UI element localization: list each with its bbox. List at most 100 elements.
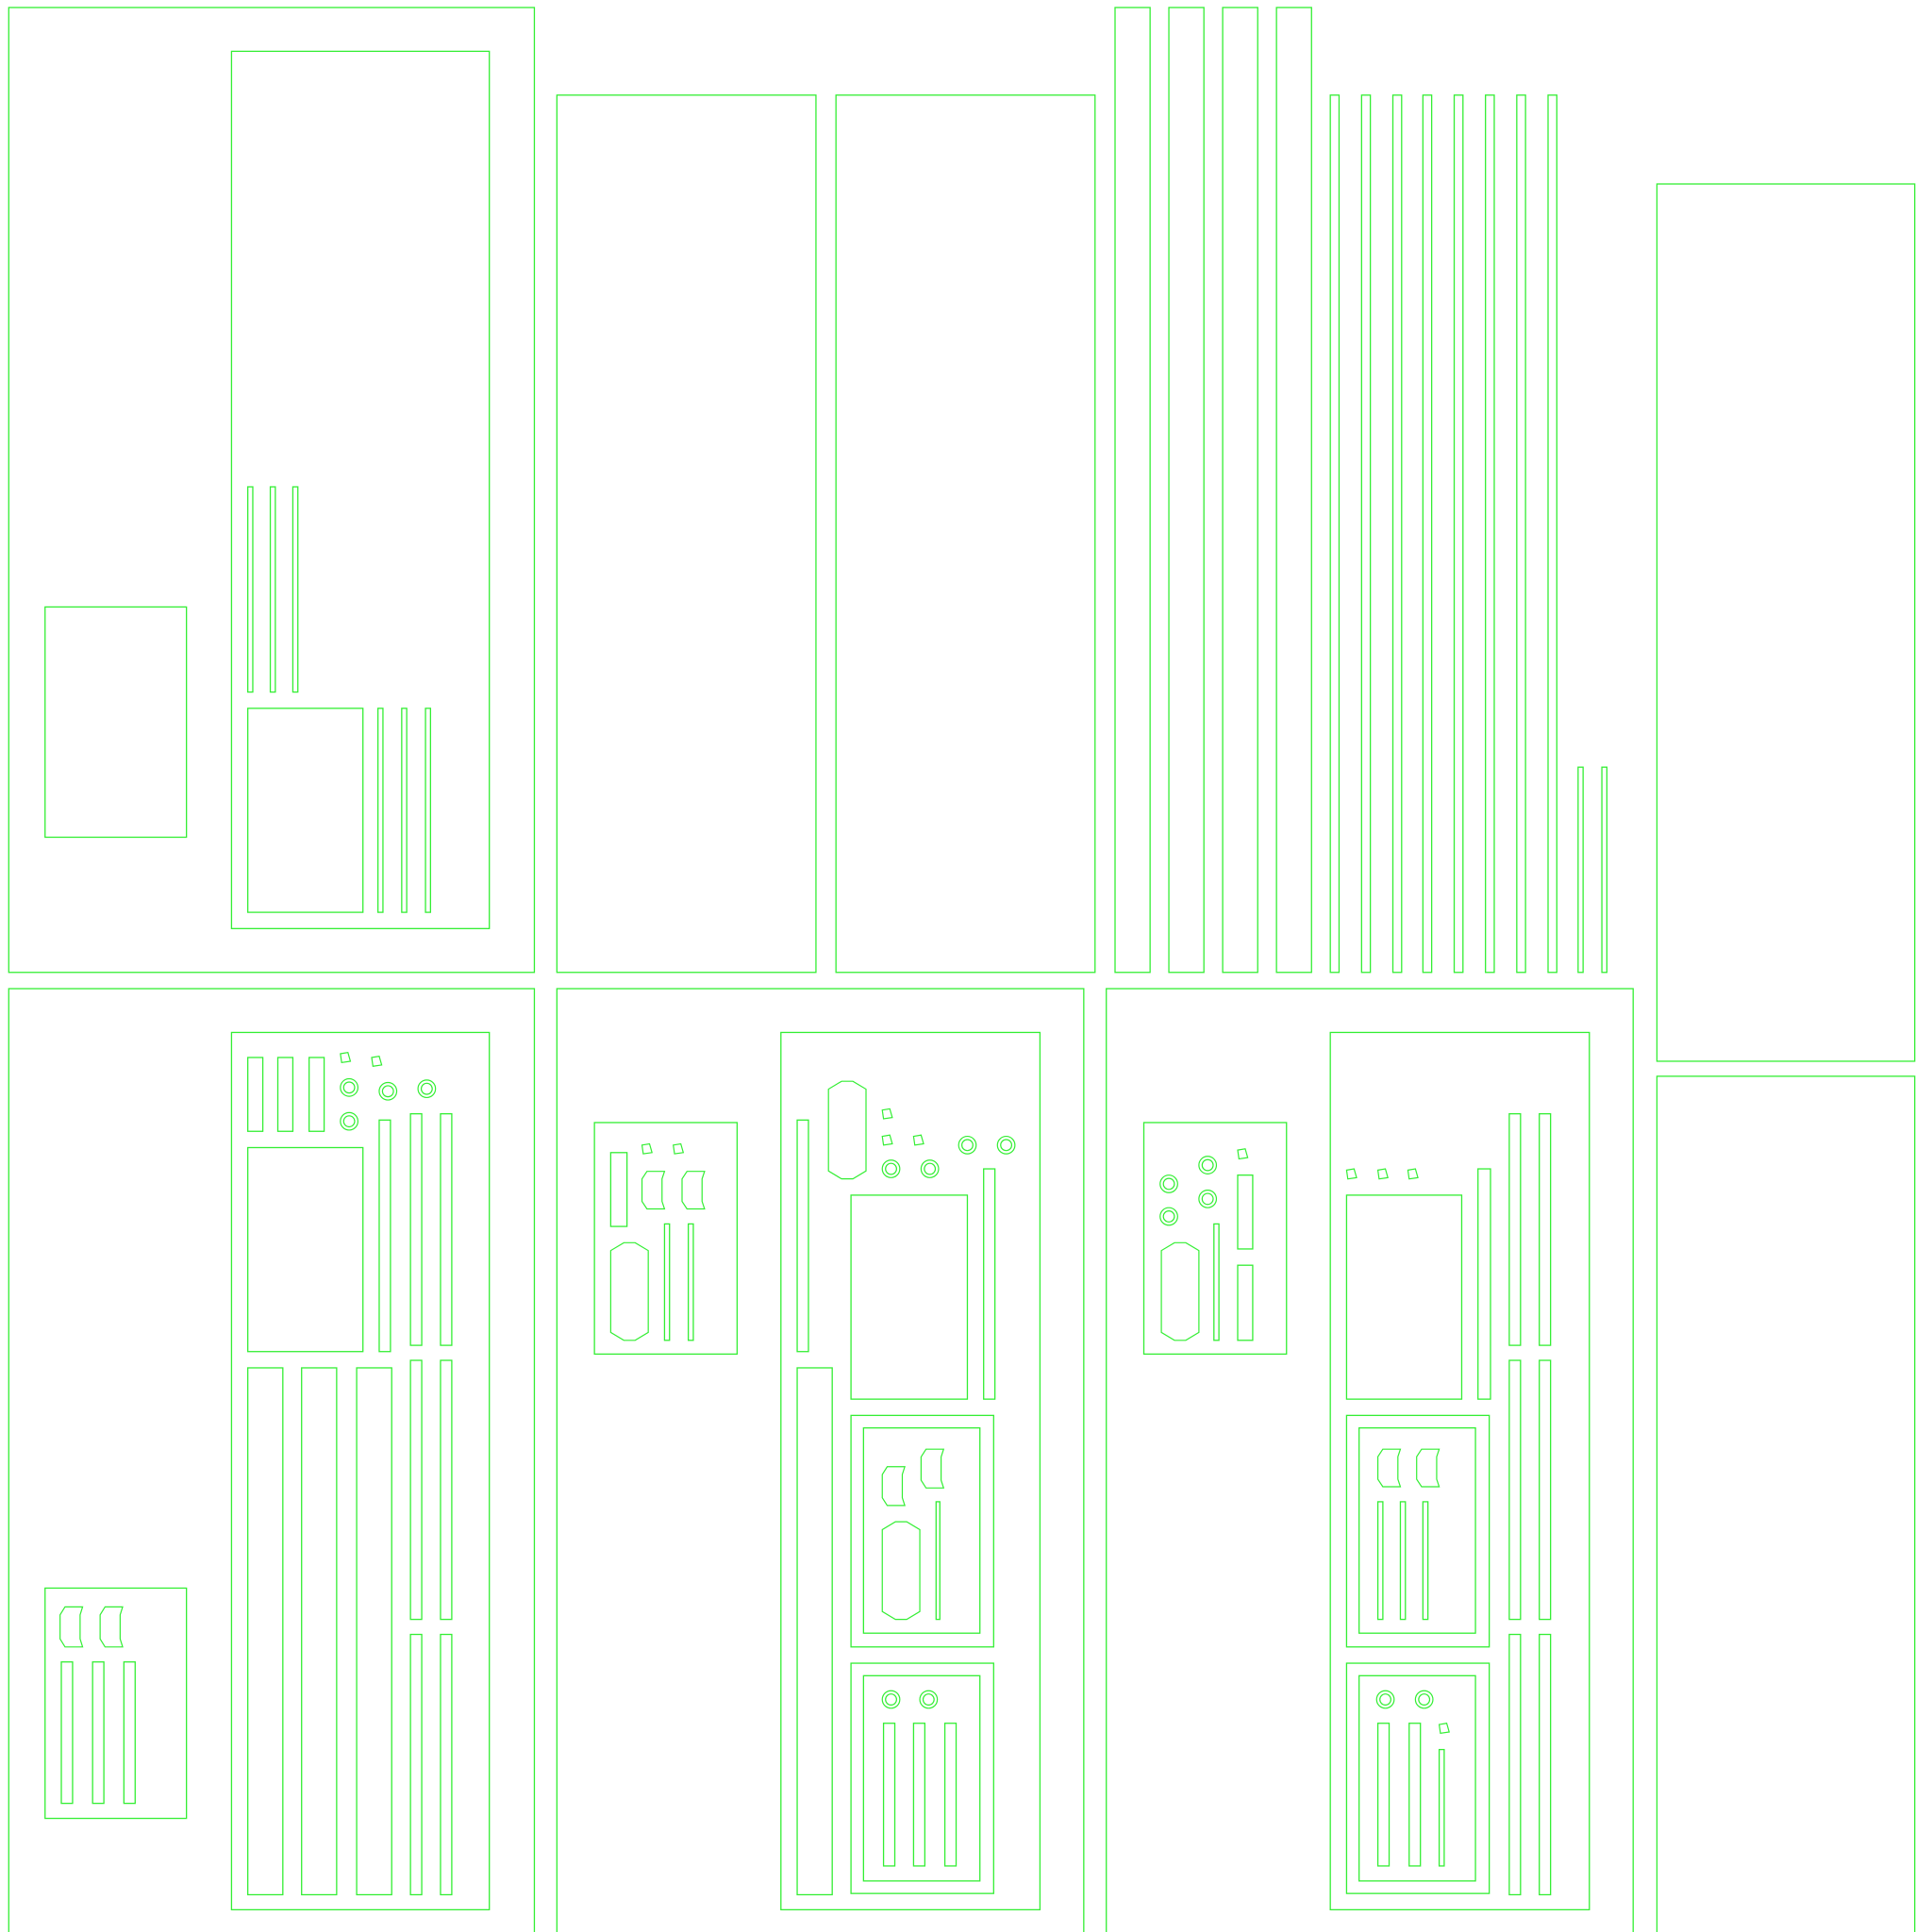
sheet-outline (8, 988, 536, 1932)
uv-island-rect (850, 1662, 994, 1894)
uv-island-rect (247, 1367, 284, 1896)
ring-hole-inner (924, 1162, 937, 1175)
uv-island-rect (1508, 1359, 1522, 1621)
slat (1360, 94, 1372, 974)
uv-island-rect (1237, 1264, 1254, 1341)
uv-island-rect (1329, 1031, 1591, 1911)
uv-island-rect (1376, 1723, 1391, 1867)
ring-hole-inner (381, 1085, 394, 1098)
uv-island-rect (1358, 1674, 1476, 1882)
uv-island-rect (1358, 1427, 1476, 1634)
connector-outline (59, 1606, 84, 1648)
tall-strip (1275, 7, 1312, 974)
ring-hole-outer (996, 1135, 1016, 1155)
uv-island-rect (92, 1661, 105, 1805)
oval-plate (609, 1241, 649, 1341)
sheet-outline (8, 7, 536, 974)
uv-island-rect (376, 708, 384, 913)
uv-island-rect (276, 1057, 294, 1132)
short-slat (1601, 766, 1608, 974)
sheet-outline (835, 94, 1096, 974)
uv-island-rect (1399, 1501, 1407, 1621)
connector-outline (641, 1171, 666, 1210)
uv-island-rect (593, 1122, 739, 1356)
ring-hole-outer (378, 1081, 398, 1101)
uv-island-rect (1345, 1662, 1491, 1894)
uv-island-rect (609, 1152, 628, 1227)
uv-island-rect (440, 1633, 453, 1896)
uv-island-rect (291, 486, 299, 693)
ring-hole-outer (919, 1690, 939, 1709)
tall-strip (1114, 7, 1151, 974)
uv-island-rect (123, 1661, 136, 1805)
wedge-tab (1345, 1168, 1357, 1180)
wedge-tab (1407, 1168, 1419, 1180)
uv-island-rect (687, 1223, 694, 1341)
uv-island-rect (862, 1427, 981, 1634)
ring-hole-inner (1201, 1158, 1214, 1172)
uv-island-rect (1237, 1174, 1254, 1250)
connector-outline (920, 1448, 945, 1489)
sheet-outline (1656, 183, 1916, 1062)
wedge-tab (881, 1134, 893, 1146)
ring-hole-outer (1159, 1207, 1178, 1226)
slat (1453, 94, 1464, 974)
wedge-tab (1376, 1168, 1389, 1180)
ring-hole-outer (340, 1077, 359, 1097)
uv-island-rect (230, 50, 491, 929)
wedge-tab (641, 1142, 653, 1155)
uv-island-rect (850, 1414, 994, 1648)
uv-island-rect (1539, 1633, 1552, 1896)
uv-island-rect (935, 1501, 941, 1621)
uv-island-rect (409, 1113, 423, 1346)
ring-hole-outer (881, 1159, 901, 1178)
ring-hole-inner (342, 1115, 356, 1128)
uv-island-rect (356, 1367, 392, 1896)
slat (1391, 94, 1403, 974)
ring-hole-inner (420, 1082, 433, 1095)
connector-outline (1376, 1448, 1402, 1488)
wedge-tab (371, 1055, 383, 1067)
uv-island-rect (983, 1168, 996, 1400)
wedge-tab (1237, 1148, 1249, 1160)
tall-strip (1222, 7, 1258, 974)
uv-island-rect (796, 1119, 809, 1353)
uv-island-rect (230, 1031, 491, 1911)
slat (1329, 94, 1341, 974)
uv-island-rect (1539, 1359, 1552, 1621)
ring-hole-inner (922, 1693, 935, 1706)
uv-island-rect (440, 1113, 453, 1346)
ring-hole-inner (1201, 1192, 1214, 1206)
wedge-tab (1438, 1723, 1450, 1735)
uv-island-rect (1477, 1168, 1491, 1400)
uv-island-rect (440, 1359, 453, 1621)
ring-hole-inner (961, 1139, 974, 1152)
ring-hole-outer (958, 1135, 977, 1155)
ring-hole-outer (1375, 1690, 1395, 1709)
sheet-outline (1656, 1075, 1916, 1932)
uv-island-rect (378, 1119, 391, 1353)
ring-hole-inner (1418, 1693, 1431, 1706)
wedge-tab (881, 1108, 893, 1120)
uv-island-rect (308, 1057, 325, 1132)
uv-island-rect (1408, 1723, 1422, 1867)
ring-hole-inner (1000, 1139, 1013, 1152)
slat (1485, 94, 1495, 974)
ring-hole-outer (1159, 1174, 1178, 1193)
wedge-tab (340, 1051, 352, 1063)
uv-island-rect (44, 1587, 188, 1820)
uv-island-rect (1345, 1414, 1491, 1648)
connector-outline (1416, 1448, 1441, 1488)
sheet-outline (1106, 988, 1634, 1932)
uv-island-rect (1376, 1501, 1384, 1621)
uv-island-rect (1142, 1122, 1288, 1356)
sheet-outline (556, 94, 817, 974)
uv-island-rect (663, 1223, 671, 1341)
slat (1422, 94, 1433, 974)
uv-island-rect (60, 1661, 74, 1805)
short-slat (1577, 766, 1584, 974)
uv-island-rect (247, 1057, 264, 1132)
uv-island-rect (409, 1633, 423, 1896)
connector-outline (681, 1171, 706, 1210)
